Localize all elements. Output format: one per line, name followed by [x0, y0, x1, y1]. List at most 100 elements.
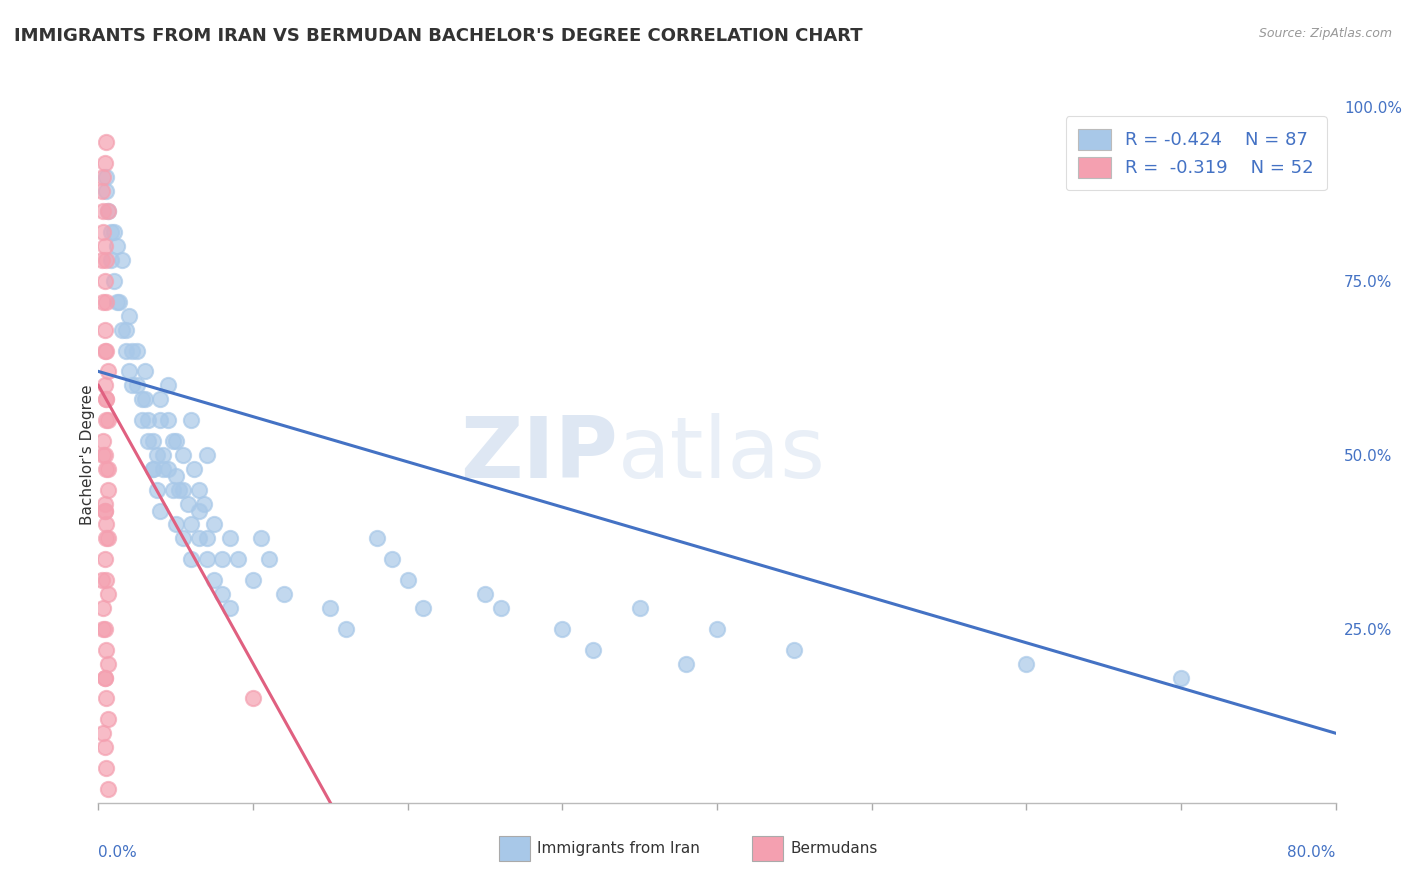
Text: 0.0%: 0.0%: [98, 845, 138, 860]
Point: [93, 343, 115, 358]
Point: [165, 434, 187, 448]
Point: [93, 448, 115, 462]
Point: [97, 587, 120, 601]
Point: [706, 622, 728, 636]
Point: [93, 155, 115, 169]
Point: [91, 169, 114, 184]
Point: [96, 642, 118, 657]
Point: [91, 726, 114, 740]
Point: [111, 323, 134, 337]
Point: [97, 204, 120, 219]
Point: [121, 378, 143, 392]
Point: [193, 497, 215, 511]
Point: [142, 462, 165, 476]
Point: [93, 671, 115, 685]
Point: [188, 483, 211, 497]
Point: [142, 462, 165, 476]
Point: [107, 294, 129, 309]
Point: [97, 712, 120, 726]
Point: [96, 392, 118, 407]
Point: [96, 392, 118, 407]
Point: [97, 532, 120, 546]
Point: [180, 552, 202, 566]
Point: [162, 483, 184, 497]
Point: [96, 253, 118, 268]
Text: Source: ZipAtlas.com: Source: ZipAtlas.com: [1258, 27, 1392, 40]
Point: [396, 573, 419, 587]
Point: [105, 239, 128, 253]
Point: [366, 532, 388, 546]
Point: [146, 448, 169, 462]
Point: [195, 448, 218, 462]
Point: [157, 413, 180, 427]
Text: ZIP: ZIP: [460, 413, 619, 497]
Point: [219, 532, 242, 546]
Point: [204, 517, 226, 532]
Point: [96, 573, 118, 587]
Point: [134, 364, 156, 378]
Point: [100, 253, 122, 268]
Point: [783, 642, 806, 657]
Point: [149, 503, 172, 517]
Point: [474, 587, 496, 601]
Point: [96, 413, 118, 427]
Text: Immigrants from Iran: Immigrants from Iran: [537, 841, 700, 855]
Point: [96, 462, 118, 476]
Point: [165, 517, 187, 532]
Point: [204, 573, 226, 587]
Point: [96, 169, 118, 184]
Point: [131, 392, 153, 407]
Point: [96, 532, 118, 546]
Point: [105, 294, 128, 309]
Point: [146, 483, 169, 497]
Point: [91, 294, 114, 309]
Point: [250, 532, 273, 546]
Point: [93, 552, 115, 566]
Point: [165, 468, 187, 483]
Point: [180, 517, 202, 532]
Point: [167, 483, 190, 497]
Point: [142, 434, 165, 448]
Point: [173, 483, 195, 497]
Point: [96, 691, 118, 706]
Point: [136, 434, 159, 448]
Point: [93, 740, 115, 755]
Point: [91, 448, 114, 462]
Point: [97, 413, 120, 427]
Point: [93, 274, 115, 288]
Point: [319, 601, 342, 615]
Point: [675, 657, 697, 671]
Point: [195, 532, 218, 546]
Point: [335, 622, 357, 636]
Point: [180, 413, 202, 427]
Point: [257, 552, 280, 566]
Point: [111, 253, 134, 268]
Point: [93, 323, 115, 337]
Point: [97, 483, 120, 497]
Text: IMMIGRANTS FROM IRAN VS BERMUDAN BACHELOR'S DEGREE CORRELATION CHART: IMMIGRANTS FROM IRAN VS BERMUDAN BACHELO…: [14, 27, 863, 45]
Point: [97, 462, 120, 476]
Point: [93, 497, 115, 511]
Point: [134, 392, 156, 407]
Text: atlas: atlas: [619, 413, 827, 497]
Point: [1015, 657, 1038, 671]
Point: [93, 671, 115, 685]
Point: [149, 392, 172, 407]
Point: [162, 434, 184, 448]
Point: [195, 552, 218, 566]
Point: [96, 517, 118, 532]
Point: [273, 587, 295, 601]
Point: [96, 294, 118, 309]
Point: [96, 343, 118, 358]
Point: [90, 253, 112, 268]
Point: [93, 378, 115, 392]
Point: [219, 601, 242, 615]
Point: [381, 552, 404, 566]
Point: [91, 204, 114, 219]
Point: [115, 323, 138, 337]
Point: [226, 552, 249, 566]
Point: [97, 657, 120, 671]
Point: [118, 309, 141, 323]
Point: [115, 343, 138, 358]
Point: [183, 462, 205, 476]
